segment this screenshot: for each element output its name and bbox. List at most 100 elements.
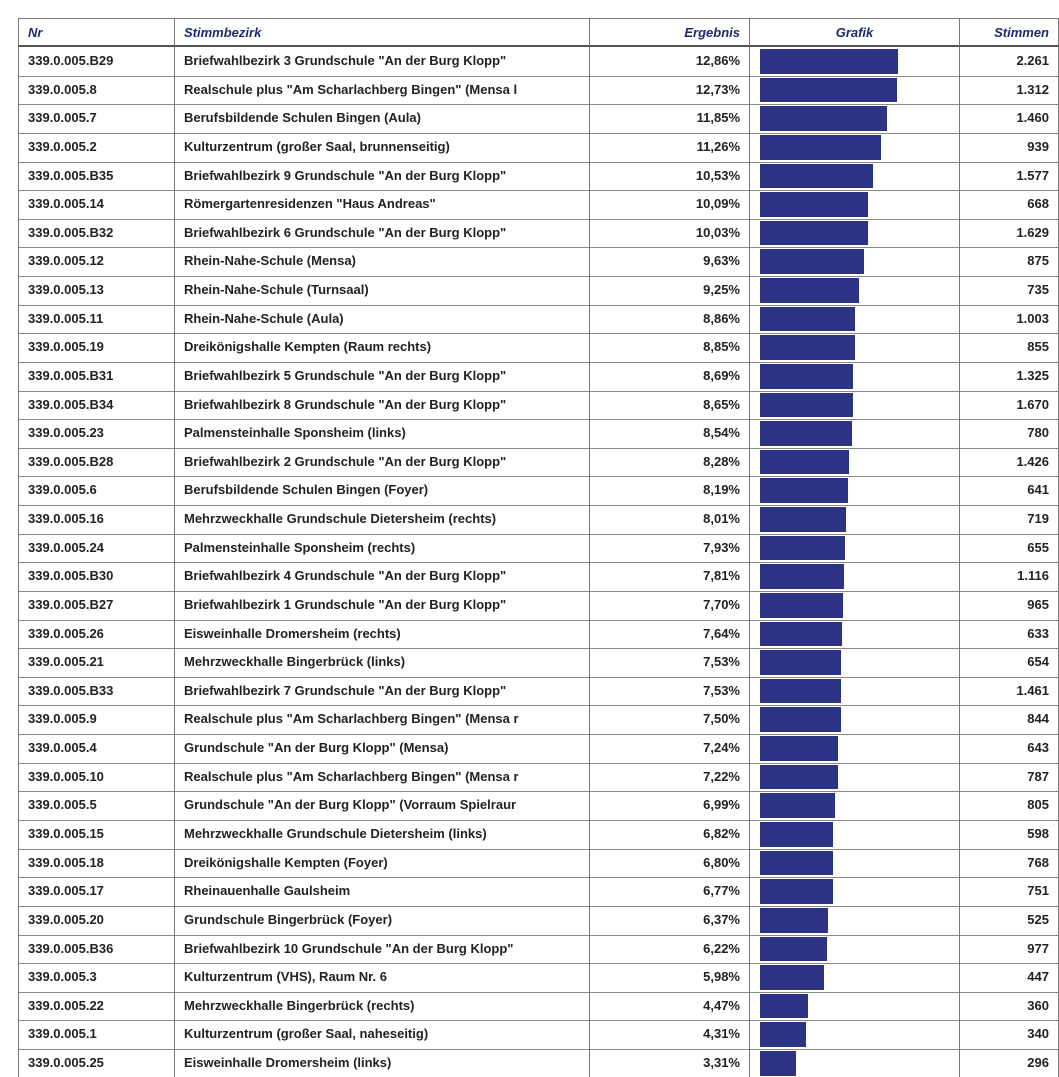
table-cell: Mehrzweckhalle Grundschule Dietersheim (… [175, 820, 590, 850]
bar-cell [750, 791, 960, 821]
table-cell: 7,22% [590, 762, 750, 793]
bar [760, 335, 856, 360]
table-cell: 6,82% [590, 820, 750, 850]
table-cell: Eisweinhalle Dromersheim (links) [175, 1049, 590, 1077]
table-cell: 1.670 [960, 390, 1059, 421]
table-cell: 339.0.005.23 [18, 419, 175, 449]
table-cell: 339.0.005.8 [18, 75, 175, 106]
bar-cell [750, 161, 960, 192]
bar [760, 678, 841, 704]
table-cell: 7,53% [590, 648, 750, 678]
table-cell: Grundschule Bingerbrück (Foyer) [175, 905, 590, 936]
table-cell: 296 [960, 1049, 1059, 1077]
table-cell: 447 [960, 963, 1059, 993]
table-cell: 1.325 [960, 361, 1059, 392]
table-cell: 339.0.005.13 [18, 276, 175, 306]
bar-cell [750, 104, 960, 134]
table-cell: 11,26% [590, 132, 750, 163]
table-cell: Briefwahlbezirk 10 Grundschule "An der B… [175, 934, 590, 965]
table-cell: 8,69% [590, 361, 750, 392]
table-cell: 525 [960, 905, 1059, 936]
bar-cell [750, 648, 960, 678]
bar [760, 392, 853, 418]
bar [760, 507, 847, 532]
table-cell: 339.0.005.11 [18, 304, 175, 335]
table-cell: 6,22% [590, 934, 750, 965]
bar [760, 764, 838, 790]
table-cell: 6,37% [590, 905, 750, 936]
bar-cell [750, 762, 960, 793]
bar [760, 106, 888, 131]
bar-cell [750, 390, 960, 421]
table-cell: 1.116 [960, 562, 1059, 592]
table-cell: 339.0.005.B35 [18, 161, 175, 192]
table-cell: 719 [960, 505, 1059, 535]
bar [760, 993, 809, 1019]
bar [760, 822, 834, 847]
table-cell: 3,31% [590, 1049, 750, 1077]
table-cell: 654 [960, 648, 1059, 678]
column-header: Ergebnis [590, 18, 750, 47]
table-cell: 339.0.005.6 [18, 476, 175, 507]
bar-cell [750, 419, 960, 449]
bar [760, 879, 833, 904]
table-cell: 2.261 [960, 47, 1059, 77]
bar [760, 1051, 796, 1076]
table-cell: 339.0.005.10 [18, 762, 175, 793]
table-cell: 5,98% [590, 963, 750, 993]
table-cell: Briefwahlbezirk 4 Grundschule "An der Bu… [175, 562, 590, 592]
table-cell: 8,19% [590, 476, 750, 507]
bar [760, 793, 836, 818]
table-cell: 10,03% [590, 218, 750, 249]
table-cell: 8,28% [590, 447, 750, 478]
bar-cell [750, 905, 960, 936]
table-cell: Realschule plus "Am Scharlachberg Bingen… [175, 705, 590, 736]
bar-cell [750, 447, 960, 478]
table-cell: Dreikönigshalle Kempten (Raum rechts) [175, 333, 590, 363]
table-cell: 4,31% [590, 1020, 750, 1051]
table-cell: 598 [960, 820, 1059, 850]
bar-cell [750, 562, 960, 592]
table-cell: 735 [960, 276, 1059, 306]
table-cell: 8,65% [590, 390, 750, 421]
table-cell: 339.0.005.1 [18, 1020, 175, 1051]
bar-cell [750, 877, 960, 907]
bar-cell [750, 1049, 960, 1077]
table-cell: 340 [960, 1020, 1059, 1051]
table-cell: 339.0.005.B30 [18, 562, 175, 592]
table-cell: 1.577 [960, 161, 1059, 192]
table-cell: 641 [960, 476, 1059, 507]
bar-cell [750, 705, 960, 736]
bar-cell [750, 1020, 960, 1051]
table-cell: 1.461 [960, 676, 1059, 707]
bar-cell [750, 47, 960, 77]
table-cell: 339.0.005.7 [18, 104, 175, 134]
table-cell: Briefwahlbezirk 9 Grundschule "An der Bu… [175, 161, 590, 192]
table-cell: 339.0.005.B33 [18, 676, 175, 707]
table-cell: Berufsbildende Schulen Bingen (Aula) [175, 104, 590, 134]
bar [760, 650, 841, 675]
table-cell: 6,99% [590, 791, 750, 821]
bar-cell [750, 848, 960, 879]
bar-cell [750, 361, 960, 392]
bar [760, 77, 897, 103]
bar-cell [750, 132, 960, 163]
table-cell: Grundschule "An der Burg Klopp" (Mensa) [175, 734, 590, 764]
bar [760, 192, 869, 217]
table-cell: Mehrzweckhalle Bingerbrück (rechts) [175, 991, 590, 1022]
table-cell: 751 [960, 877, 1059, 907]
bar [760, 363, 854, 389]
bar [760, 965, 825, 990]
bar-cell [750, 505, 960, 535]
table-cell: 7,70% [590, 590, 750, 621]
table-cell: 855 [960, 333, 1059, 363]
bar-cell [750, 963, 960, 993]
table-cell: 668 [960, 190, 1059, 220]
table-cell: 9,25% [590, 276, 750, 306]
bar [760, 421, 852, 446]
bar-cell [750, 934, 960, 965]
table-cell: 7,64% [590, 619, 750, 650]
table-cell: Rhein-Nahe-Schule (Turnsaal) [175, 276, 590, 306]
bar-cell [750, 991, 960, 1022]
